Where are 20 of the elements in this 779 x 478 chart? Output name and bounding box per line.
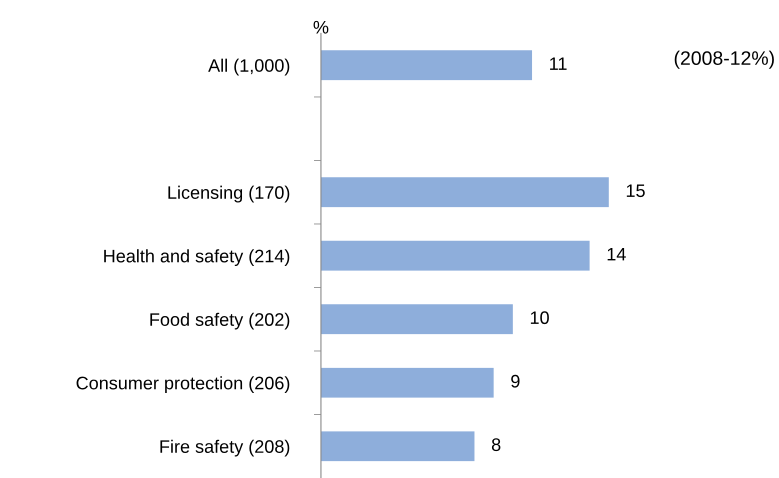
data-label: 14: [608, 248, 626, 260]
y-tick-label: Licensing (170): [168, 186, 290, 203]
data-label: 15: [626, 184, 645, 198]
bar: [320, 50, 532, 80]
data-label: 10: [530, 311, 549, 324]
x-axis-title: %: [314, 20, 328, 34]
y-tick-label: Health and safety (214): [104, 249, 290, 266]
bar: [320, 240, 590, 271]
data-label: 11: [550, 57, 567, 70]
y-tick-label: Food safety (202): [150, 312, 290, 330]
data-label: 8: [492, 438, 500, 452]
text: (2008-12%): [674, 50, 774, 69]
y-tick-label: Fire safety (208): [160, 440, 290, 457]
y-tick-label: Consumer protection (206): [76, 376, 290, 394]
bar: [320, 431, 474, 462]
data-label: 9: [511, 374, 520, 388]
bar: [320, 368, 494, 398]
y-tick-label: All (1,000): [208, 58, 290, 76]
bar: [320, 177, 609, 208]
bar: [320, 304, 513, 334]
